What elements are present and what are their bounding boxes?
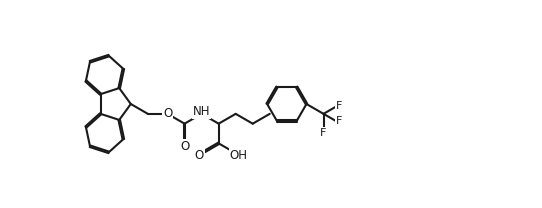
Text: OH: OH	[230, 149, 248, 162]
Text: F: F	[336, 101, 343, 111]
Text: O: O	[195, 149, 204, 162]
Text: O: O	[163, 107, 172, 120]
Text: F: F	[336, 116, 343, 126]
Text: O: O	[180, 140, 189, 153]
Text: NH: NH	[193, 105, 210, 118]
Text: F: F	[320, 128, 327, 137]
